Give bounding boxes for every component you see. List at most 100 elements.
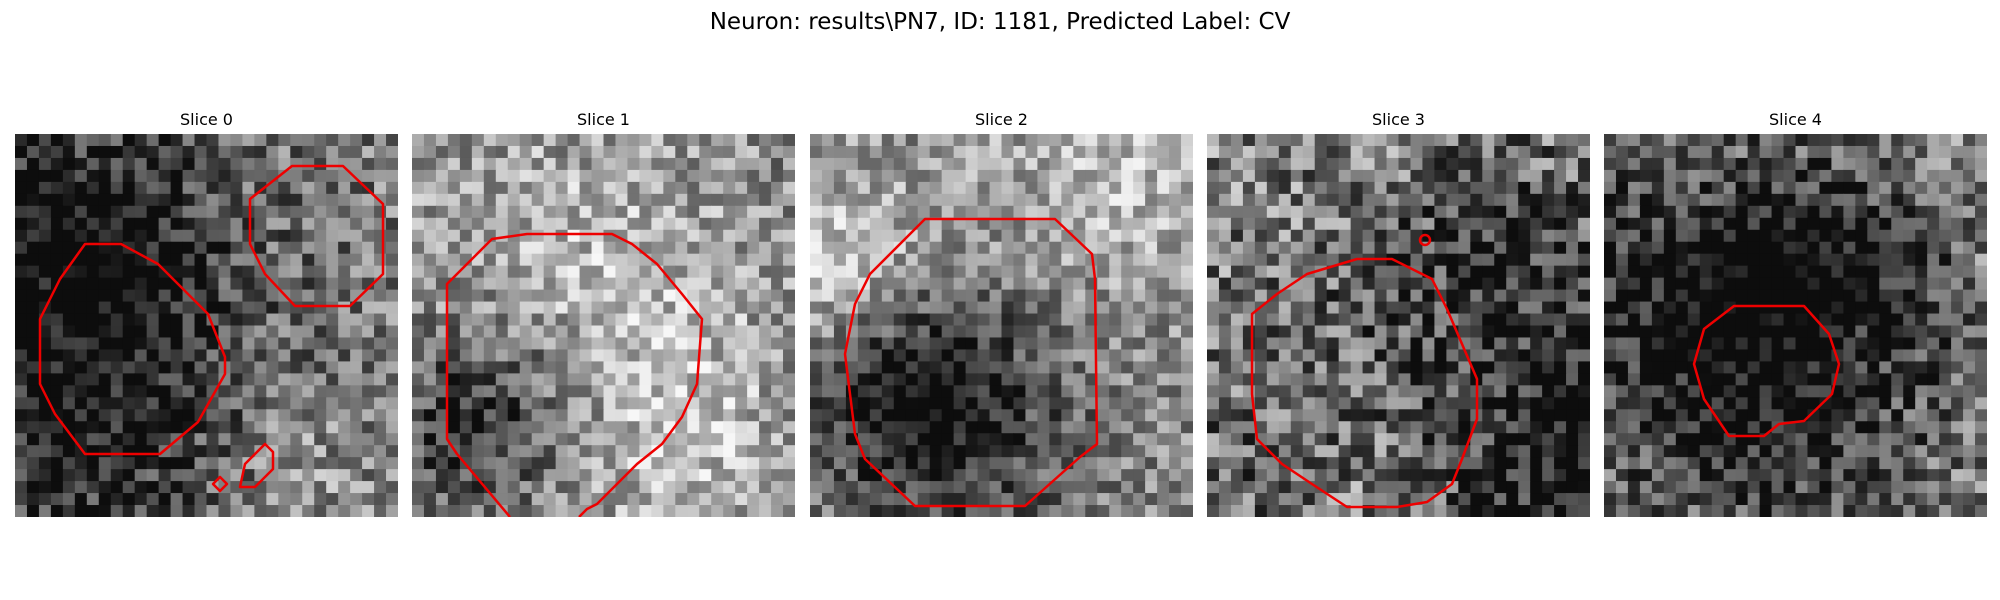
- image-pixel: [1422, 157, 1436, 171]
- image-pixel: [495, 337, 509, 351]
- image-pixel: [338, 325, 351, 339]
- image-pixel: [1061, 265, 1074, 279]
- image-pixel: [471, 373, 485, 386]
- image-pixel: [1783, 313, 1797, 327]
- image-pixel: [1482, 325, 1495, 339]
- image-pixel: [1795, 253, 1809, 267]
- image-pixel: [1410, 325, 1424, 339]
- image-pixel: [555, 421, 569, 434]
- image-pixel: [495, 409, 509, 422]
- image-pixel: [1133, 373, 1146, 386]
- image-pixel: [86, 457, 100, 470]
- image-pixel: [1290, 373, 1304, 386]
- image-pixel: [483, 445, 497, 458]
- image-pixel: [1097, 217, 1110, 231]
- image-pixel: [1542, 253, 1555, 267]
- image-pixel: [1831, 253, 1844, 267]
- image-pixel: [1362, 181, 1376, 195]
- image-pixel: [1386, 134, 1400, 147]
- image-pixel: [15, 505, 28, 517]
- image-pixel: [699, 217, 712, 231]
- image-pixel: [230, 205, 244, 219]
- image-pixel: [471, 205, 485, 219]
- image-pixel: [810, 325, 823, 339]
- image-pixel: [531, 229, 545, 243]
- image-pixel: [1891, 193, 1904, 207]
- image-pixel: [386, 433, 398, 446]
- image-pixel: [579, 241, 593, 255]
- image-pixel: [1975, 277, 1987, 291]
- image-pixel: [1338, 181, 1352, 195]
- image-pixel: [1374, 505, 1388, 517]
- image-pixel: [1350, 469, 1364, 482]
- contour-region: [211, 475, 229, 493]
- image-pixel: [386, 337, 398, 351]
- image-pixel: [1350, 409, 1364, 422]
- image-pixel: [1326, 181, 1340, 195]
- image-pixel: [326, 277, 339, 291]
- image-pixel: [1061, 421, 1074, 434]
- image-pixel: [771, 181, 784, 195]
- image-pixel: [771, 145, 784, 159]
- image-pixel: [519, 325, 533, 339]
- image-pixel: [699, 373, 712, 386]
- image-pixel: [941, 493, 955, 506]
- image-pixel: [1939, 289, 1952, 303]
- image-pixel: [1831, 229, 1844, 243]
- image-pixel: [1494, 337, 1507, 351]
- image-pixel: [206, 409, 220, 422]
- image-pixel: [675, 433, 688, 446]
- image-pixel: [194, 445, 208, 458]
- image-pixel: [1699, 169, 1713, 183]
- image-pixel: [579, 457, 593, 470]
- image-pixel: [1109, 361, 1122, 374]
- image-pixel: [1530, 481, 1543, 494]
- image-pixel: [158, 217, 172, 231]
- image-pixel: [833, 313, 847, 327]
- image-pixel: [675, 385, 688, 398]
- image-pixel: [783, 241, 795, 255]
- image-pixel: [86, 157, 100, 171]
- image-pixel: [519, 313, 533, 327]
- image-pixel: [230, 457, 244, 470]
- image-pixel: [747, 457, 760, 470]
- image-pixel: [1302, 313, 1316, 327]
- image-pixel: [869, 181, 883, 195]
- image-pixel: [1675, 169, 1689, 183]
- image-pixel: [1627, 134, 1641, 147]
- image-pixel: [929, 505, 943, 517]
- image-pixel: [15, 205, 28, 219]
- image-pixel: [412, 361, 425, 374]
- image-pixel: [893, 205, 907, 219]
- image-pixel: [1157, 301, 1170, 315]
- image-pixel: [26, 325, 40, 339]
- image-pixel: [1133, 409, 1146, 422]
- image-pixel: [531, 265, 545, 279]
- image-pixel: [1302, 277, 1316, 291]
- image-pixel: [1290, 325, 1304, 339]
- image-pixel: [953, 337, 967, 351]
- image-pixel: [747, 409, 760, 422]
- image-pixel: [86, 373, 100, 386]
- image-pixel: [471, 181, 485, 195]
- image-pixel: [1422, 349, 1436, 363]
- image-pixel: [1939, 313, 1952, 327]
- image-pixel: [230, 469, 244, 482]
- image-pixel: [146, 349, 160, 363]
- image-pixel: [1109, 169, 1122, 183]
- image-pixel: [326, 169, 339, 183]
- image-pixel: [1133, 325, 1146, 339]
- image-pixel: [1687, 181, 1701, 195]
- image-pixel: [483, 145, 497, 159]
- image-pixel: [941, 193, 955, 207]
- image-pixel: [675, 325, 688, 339]
- image-pixel: [1891, 385, 1904, 398]
- image-pixel: [929, 397, 943, 410]
- image-pixel: [519, 409, 533, 422]
- image-pixel: [1109, 373, 1122, 386]
- image-pixel: [158, 457, 172, 470]
- image-pixel: [386, 265, 398, 279]
- image-pixel: [134, 397, 148, 410]
- image-pixel: [314, 361, 327, 374]
- image-pixel: [783, 157, 795, 171]
